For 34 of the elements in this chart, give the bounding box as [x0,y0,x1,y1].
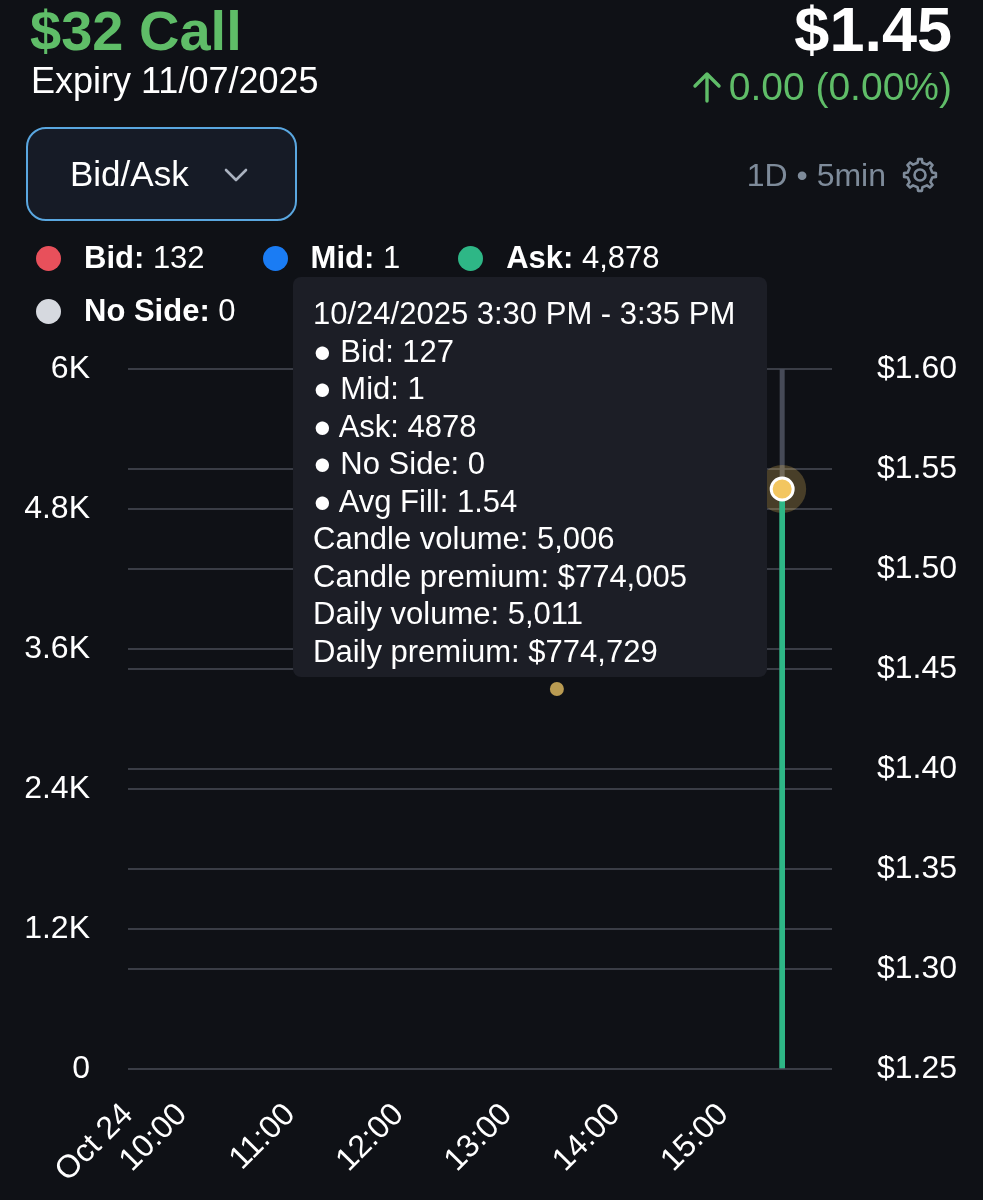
text: 10/24/2025 3:30 PM - 3:35 PM [313,296,736,331]
legend-label: No Side: 0 [84,293,236,328]
legend-label: Mid: 1 [310,240,401,275]
chart-subtitle: Expiry 11/07/2025 [31,60,319,102]
annotation: ● Mid: 1 [313,370,426,408]
annotation: ● Avg Fill: 1.54 [313,482,519,520]
legend-label: Ask: 4,878 [506,240,660,275]
y-tick-label: 4.8K [24,488,90,525]
text: 1D • 5min [746,156,886,194]
y-tick-label: 3.6K [24,628,90,665]
y-tick-label: 6K [50,348,90,385]
y2-tick-label: $1.45 [877,648,958,685]
y2-tick-label: $1.35 [877,848,958,885]
y2-tick-label: $1.25 [877,1048,958,1085]
annotation: ● Ask: 4878 [313,407,478,445]
annotation: Daily volume: 5,011 [313,595,584,633]
y2-tick-label: $1.50 [877,548,958,585]
chart-title: $32 Call [30,0,242,62]
dropdown-button: Bid/Ask [26,127,297,221]
annotation: Candle premium: $774,005 [313,557,688,595]
y2-tick-label: $1.60 [877,348,958,385]
text: ● Bid: 127 [313,333,455,369]
legend-label: Bid: 132 [84,240,205,275]
annotation: ● No Side: 0 [313,445,487,483]
y-tick-label: 1.2K [24,908,90,945]
y2-tick-label: $1.40 [877,748,958,785]
text: $1.45 [794,0,952,64]
annotation: Candle volume: 5,006 [313,520,616,558]
y2-tick-label: $1.55 [877,448,958,485]
annotation: Daily premium: $774,729 [313,632,659,670]
y-tick-label: 0 [72,1048,90,1085]
y-tick-label: 2.4K [24,768,90,805]
y2-tick-label: $1.30 [877,948,958,985]
text: 0.00 (0.00%) [728,65,952,109]
